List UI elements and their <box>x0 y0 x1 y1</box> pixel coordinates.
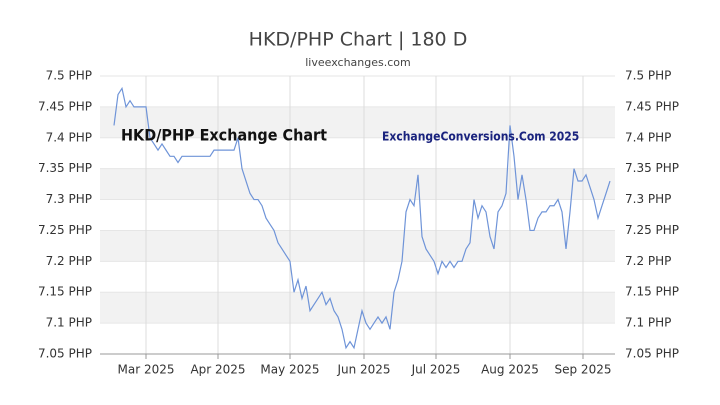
y2-tick-label: 7.45 PHP <box>625 99 679 113</box>
y-tick-label: 7.1 PHP <box>46 316 92 330</box>
watermark: ExchangeConversions.Com 2025 <box>382 130 579 144</box>
y-tick-label: 7.5 PHP <box>46 69 92 83</box>
y-tick-label: 7.15 PHP <box>38 285 92 299</box>
y-tick-label: 7.4 PHP <box>46 130 92 144</box>
y-tick-label: 7.05 PHP <box>38 347 92 361</box>
chart-subtitle: liveexchanges.com <box>305 56 410 69</box>
x-tick-label: Jul 2025 <box>411 363 461 377</box>
y2-tick-label: 7.05 PHP <box>625 347 679 361</box>
y-tick-label: 7.25 PHP <box>38 223 92 237</box>
grid-band <box>100 292 615 324</box>
line <box>113 86 611 350</box>
y2-tick-label: 7.35 PHP <box>625 161 679 175</box>
y2-tick-label: 7.3 PHP <box>625 192 671 206</box>
x-tick-label: Sep 2025 <box>555 363 612 377</box>
grid-band <box>100 168 615 200</box>
y-tick-label: 7.35 PHP <box>38 161 92 175</box>
y-tick-label: 7.2 PHP <box>46 254 92 268</box>
watermark: HKD/PHP Exchange Chart <box>121 126 327 145</box>
y2-tick-label: 7.1 PHP <box>625 316 671 330</box>
x-tick-label: Mar 2025 <box>118 363 175 377</box>
grid-band <box>100 230 615 262</box>
y2-tick-label: 7.4 PHP <box>625 130 671 144</box>
y-tick-label: 7.3 PHP <box>46 192 92 206</box>
x-tick-label: Apr 2025 <box>190 363 245 377</box>
grid-band <box>100 106 615 138</box>
y2-tick-label: 7.25 PHP <box>625 223 679 237</box>
x-tick-label: Aug 2025 <box>481 363 539 377</box>
chart-title: HKD/PHP Chart | 180 D <box>249 29 468 51</box>
x-tick-label: May 2025 <box>260 363 319 377</box>
y2-tick-label: 7.15 PHP <box>625 285 679 299</box>
y-tick-label: 7.45 PHP <box>38 99 92 113</box>
y2-tick-label: 7.5 PHP <box>625 69 671 83</box>
x-tick-label: Jun 2025 <box>336 363 390 377</box>
y2-tick-label: 7.2 PHP <box>625 254 671 268</box>
